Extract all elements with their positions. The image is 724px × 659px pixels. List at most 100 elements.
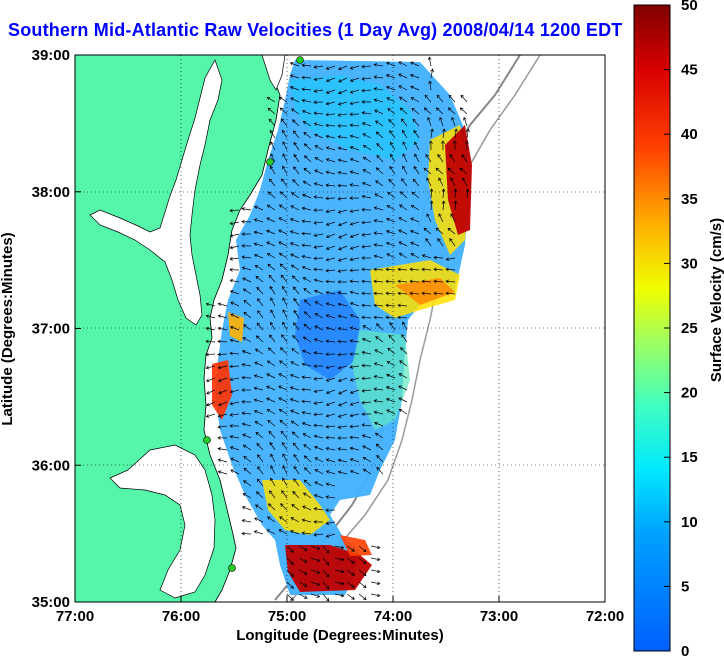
colorbar-tick-label: 5 — [681, 578, 689, 595]
velocity-arrow — [361, 280, 372, 283]
velocity-arrowhead — [254, 361, 258, 365]
velocity-arrow — [278, 241, 288, 247]
velocity-arrow — [286, 581, 294, 589]
velocity-arrow — [374, 422, 384, 427]
velocity-arrow — [338, 136, 348, 139]
velocity-arrowhead — [376, 455, 380, 459]
velocity-arrowhead — [303, 323, 308, 328]
velocity-arrowhead — [349, 123, 353, 128]
velocity-arrowhead — [373, 243, 378, 247]
velocity-arrow — [337, 353, 348, 356]
velocity-arrow — [254, 361, 264, 367]
velocity-arrowhead — [373, 206, 378, 210]
velocity-arrow — [254, 254, 264, 259]
velocity-arrow — [290, 74, 300, 79]
velocity-arrow — [230, 339, 240, 343]
velocity-arrow — [376, 323, 384, 331]
velocity-arrow — [298, 545, 308, 551]
velocity-arrowhead — [325, 390, 330, 395]
velocity-arrowhead — [435, 107, 440, 111]
velocity-arrowhead — [289, 386, 294, 390]
velocity-arrowhead — [293, 166, 297, 170]
velocity-arrow — [411, 191, 420, 199]
velocity-arrowhead — [266, 409, 271, 413]
velocity-arrowhead — [316, 594, 321, 598]
velocity-arrowhead — [230, 313, 234, 317]
y-tick-label: 39:00 — [32, 47, 70, 64]
velocity-arrow — [438, 177, 444, 187]
velocity-arrowhead — [229, 413, 233, 417]
velocity-arrowhead — [278, 397, 282, 401]
velocity-arrowhead — [205, 302, 210, 307]
velocity-arrowhead — [281, 334, 285, 338]
velocity-arrowhead — [270, 321, 274, 326]
velocity-arrowhead — [290, 561, 294, 565]
velocity-arrowhead — [325, 279, 329, 284]
velocity-arrowhead — [373, 374, 378, 379]
velocity-arrow — [254, 387, 264, 391]
velocity-arrow — [282, 130, 288, 139]
velocity-arrowhead — [337, 102, 342, 106]
velocity-arrowhead — [282, 153, 286, 157]
velocity-arrowhead — [290, 97, 294, 101]
velocity-arrow — [362, 77, 372, 80]
velocity-arrowhead — [425, 238, 429, 242]
velocity-arrowhead — [256, 491, 260, 495]
velocity-arrow — [218, 413, 228, 417]
velocity-arrowhead — [453, 188, 458, 192]
velocity-arrow — [388, 335, 396, 343]
velocity-arrow — [401, 118, 408, 127]
velocity-arrow — [293, 310, 300, 319]
velocity-arrowhead — [425, 154, 429, 158]
velocity-arrowhead — [361, 412, 365, 416]
velocity-arrow — [361, 316, 372, 319]
velocity-arrowhead — [398, 252, 403, 257]
velocity-arrow — [279, 409, 288, 415]
velocity-arrowhead — [337, 170, 342, 175]
velocity-arrow — [350, 233, 360, 238]
velocity-arrow — [326, 65, 336, 70]
velocity-arrowhead — [302, 336, 307, 340]
velocity-arrow — [362, 389, 372, 392]
velocity-arrowhead — [217, 326, 222, 331]
velocity-arrowhead — [301, 265, 306, 270]
velocity-arrowhead — [302, 121, 307, 125]
velocity-arrow — [421, 268, 432, 271]
velocity-arrow — [386, 253, 396, 259]
velocity-arrowhead — [374, 349, 379, 353]
velocity-arrow — [230, 377, 240, 381]
velocity-arrowhead — [398, 397, 402, 401]
velocity-arrow — [303, 288, 312, 295]
velocity-arrowhead — [376, 154, 380, 159]
velocity-arrow — [217, 340, 228, 343]
velocity-arrow — [230, 233, 240, 237]
velocity-arrowhead — [454, 128, 458, 133]
velocity-arrowhead — [301, 243, 305, 248]
velocity-arrow — [326, 291, 336, 295]
velocity-arrow — [255, 276, 264, 283]
velocity-arrowhead — [282, 141, 286, 145]
velocity-arrowhead — [268, 118, 273, 123]
velocity-arrowhead — [449, 154, 453, 158]
velocity-arrow — [243, 480, 252, 487]
velocity-arrowhead — [269, 129, 274, 134]
velocity-arrowhead — [374, 421, 378, 426]
velocity-arrowhead — [301, 422, 306, 426]
velocity-arrowhead — [373, 291, 377, 296]
velocity-arrowhead — [433, 291, 437, 296]
velocity-arrow — [346, 569, 355, 576]
velocity-arrowhead — [399, 360, 403, 364]
velocity-arrow — [314, 233, 324, 237]
velocity-arrowhead — [325, 123, 329, 128]
velocity-arrowhead — [241, 243, 245, 248]
velocity-arrowhead — [349, 257, 354, 262]
velocity-arrow — [410, 230, 420, 235]
velocity-arrowhead — [337, 414, 342, 418]
velocity-arrowhead — [386, 361, 391, 365]
velocity-arrowhead — [414, 141, 418, 146]
velocity-arrowhead — [399, 107, 404, 112]
velocity-arrow — [376, 131, 384, 139]
velocity-arrowhead — [340, 569, 345, 574]
velocity-arrow — [281, 442, 288, 451]
velocity-arrowhead — [386, 205, 391, 209]
